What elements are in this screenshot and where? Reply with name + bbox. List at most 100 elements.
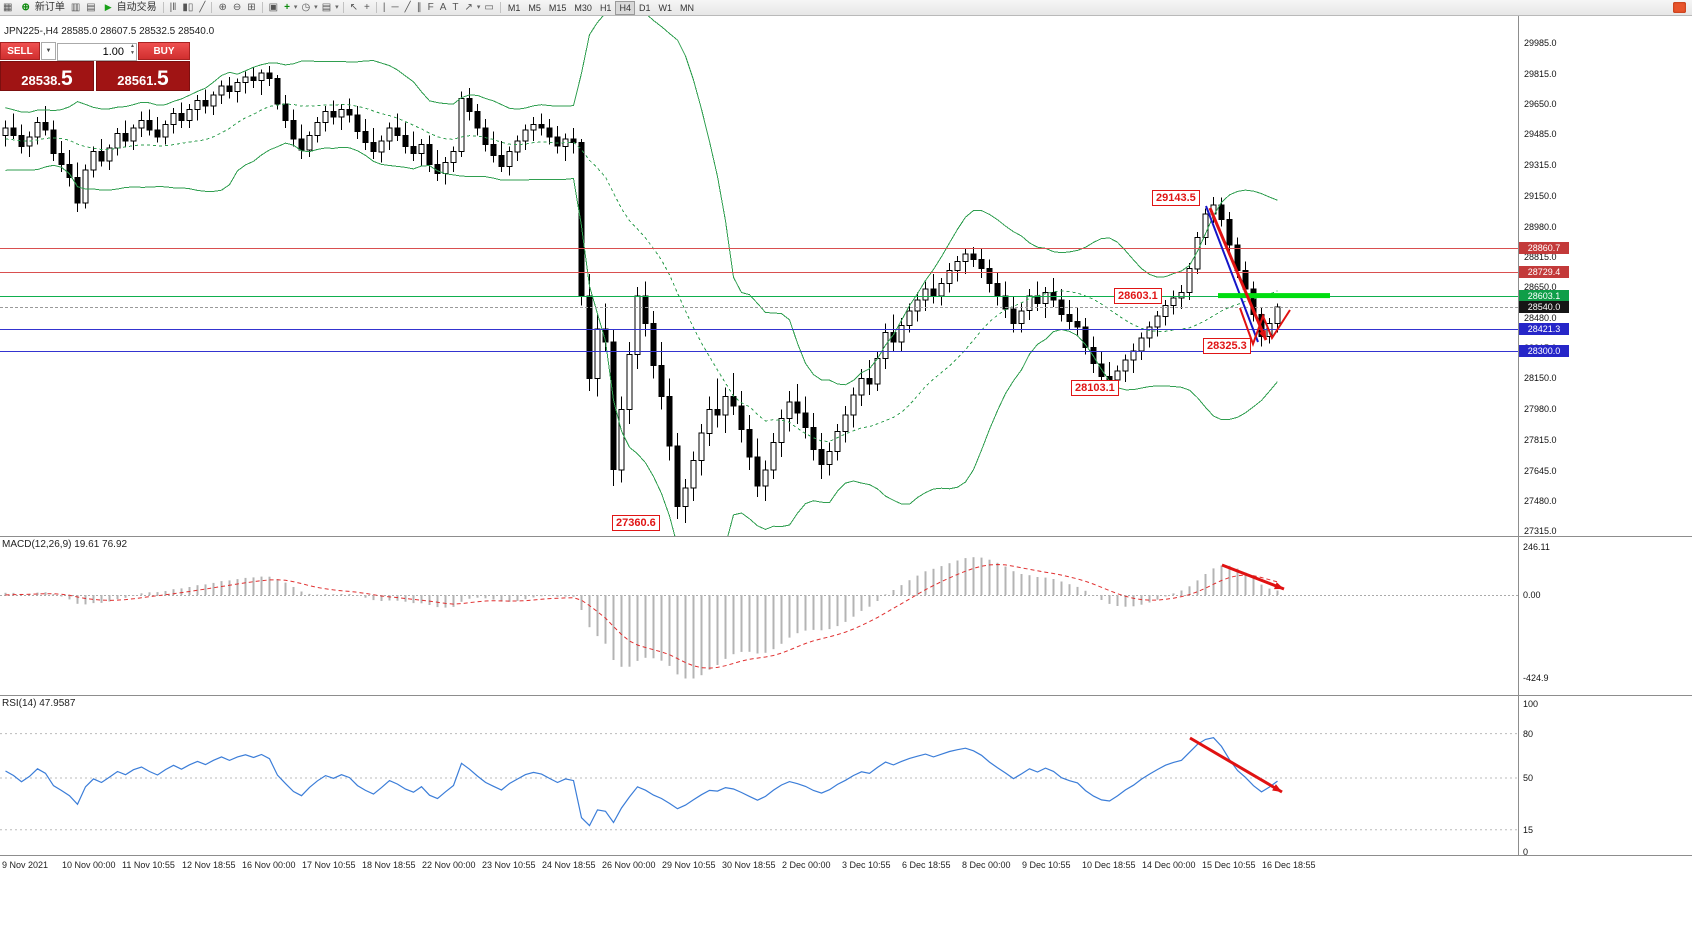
drawings-canvas[interactable] (0, 16, 1518, 536)
volume-field-wrap: ▲▼ (57, 42, 137, 61)
volume-stepper[interactable]: ▲ ▼ (130, 43, 135, 57)
volume-input[interactable] (57, 43, 137, 61)
price-annotation[interactable]: 28325.3 (1203, 338, 1251, 354)
sell-button[interactable]: SELL (0, 42, 40, 60)
time-axis-label: 26 Nov 00:00 (602, 860, 656, 870)
buy-button[interactable]: BUY (138, 42, 190, 60)
trendline-icon[interactable]: ╱ (404, 2, 411, 13)
line-chart-icon[interactable]: ╱ (199, 2, 206, 13)
time-axis[interactable]: 9 Nov 2021 10 Nov 00:00 11 Nov 10:55 12 Nov… (0, 855, 1692, 879)
buy-price-main: 28561. (117, 73, 158, 88)
timeframe-D1[interactable]: D1 (635, 1, 655, 15)
zoom-out-icon[interactable]: ⊖ (232, 2, 242, 13)
chevron-down-icon[interactable]: ▾ (293, 4, 298, 11)
chevron-down-icon[interactable]: ▾ (314, 4, 318, 11)
price-level-line[interactable] (0, 272, 1518, 274)
candlestick-chart-icon[interactable]: ▮▯ (182, 2, 194, 13)
toolbar-separator (375, 2, 377, 13)
shapes-tool-icon[interactable]: ▭ (484, 2, 494, 13)
timeframe-M5[interactable]: M5 (524, 1, 545, 15)
new-chart-icon[interactable]: ▣ (268, 2, 279, 13)
timeframe-H1[interactable]: H1 (596, 1, 616, 15)
price-scale-label: 29985.0 (1524, 38, 1557, 48)
label-tool-icon[interactable]: T (452, 2, 459, 13)
chevron-down-icon[interactable]: ▾ (335, 4, 339, 11)
chevron-down-icon[interactable]: ▾ (476, 4, 481, 11)
price-scale-label: 28150.0 (1524, 373, 1557, 384)
price-level-line[interactable] (0, 295, 1518, 297)
price-level-tag[interactable]: 28603.1 (1519, 289, 1569, 302)
price-annotation[interactable]: 29143.5 (1152, 190, 1200, 206)
time-axis-label: 30 Nov 18:55 (722, 860, 776, 870)
price-chart-panel[interactable]: JPN225-,H4 28585.0 28607.5 28532.5 28540… (0, 16, 1692, 536)
cursor-icon[interactable]: ↖ (349, 2, 359, 13)
zoom-in-icon[interactable]: ⊕ (218, 2, 227, 13)
toolbar-separator (261, 2, 263, 13)
rsi-panel[interactable]: RSI(14) 47.9587 100 80 50 15 0 (0, 695, 1692, 857)
periods-icon[interactable]: ◷ (301, 2, 311, 13)
macd-scale-label: 0.00 (1523, 590, 1541, 600)
text-tool-icon[interactable]: A (439, 2, 447, 13)
indicators-add-icon[interactable]: + (284, 2, 290, 13)
app-badge-icon[interactable] (1673, 2, 1686, 13)
price-level-line[interactable] (0, 350, 1518, 352)
time-axis-label: 24 Nov 18:55 (542, 860, 596, 870)
buy-price-display[interactable]: 28561. 5 (96, 61, 190, 91)
candlestick-canvas[interactable] (0, 16, 1518, 536)
bar-chart-icon[interactable]: |‖ (169, 2, 177, 13)
new-order-button[interactable]: ⊕ 新订单 (15, 0, 67, 15)
tile-windows-icon[interactable]: ⊞ (247, 2, 256, 13)
price-level-line[interactable] (0, 328, 1518, 330)
chart-workspace: JPN225-,H4 28585.0 28607.5 28532.5 28540… (0, 16, 1692, 940)
timeframe-M1[interactable]: M1 (504, 1, 525, 15)
stepper-down-icon[interactable]: ▼ (130, 50, 135, 56)
rsi-scale-label: 80 (1523, 728, 1534, 739)
timeframe-W1[interactable]: W1 (654, 1, 676, 15)
time-axis-label: 12 Nov 18:55 (182, 860, 236, 870)
vertical-line-icon[interactable]: | (382, 2, 386, 13)
toolbar-separator (162, 2, 164, 13)
toolbar-separator (499, 2, 501, 13)
sell-price-display[interactable]: 28538. 5 (0, 61, 94, 91)
volume-dropdown-icon[interactable]: ▼ (41, 42, 56, 60)
profiles-icon[interactable]: ▤ (86, 2, 96, 13)
timeframe-M30[interactable]: M30 (570, 1, 596, 15)
window-cascade-icon[interactable]: ▥ (70, 2, 81, 13)
stepper-up-icon[interactable]: ▲ (130, 43, 135, 49)
price-level-tag[interactable]: 28421.3 (1519, 322, 1569, 335)
price-scale-label: 27980.0 (1524, 404, 1557, 415)
new-order-icon: ⊕ (21, 2, 30, 13)
trade-panel-prices: 28538. 5 28561. 5 (0, 61, 190, 91)
price-annotation[interactable]: 28103.1 (1071, 380, 1119, 396)
channel-icon[interactable]: ∥ (416, 2, 422, 13)
horizontal-line-icon[interactable]: ─ (391, 2, 399, 13)
price-annotation[interactable]: 28603.1 (1114, 288, 1162, 304)
time-axis-label: 16 Dec 18:55 (1262, 860, 1316, 870)
price-annotation[interactable]: 27360.6 (612, 515, 660, 531)
price-level-tag[interactable]: 28540.0 (1519, 301, 1569, 314)
templates-icon[interactable]: ▤ (321, 2, 332, 13)
time-axis-label: 14 Dec 00:00 (1142, 860, 1196, 870)
timeframe-H4[interactable]: H4 (615, 0, 635, 15)
chart-window-icon[interactable]: ▦ (3, 2, 13, 13)
auto-trading-button[interactable]: ▶ 自动交易 (99, 0, 160, 15)
price-level-tag[interactable]: 28860.7 (1519, 242, 1569, 255)
price-level-line[interactable] (0, 248, 1518, 250)
macd-canvas[interactable] (0, 537, 1518, 695)
fibonacci-icon[interactable]: F (427, 2, 434, 13)
chart-title: JPN225-,H4 28585.0 28607.5 28532.5 28540… (4, 26, 215, 37)
arrows-tool-icon[interactable]: ↗ (464, 2, 473, 13)
price-level-tag[interactable]: 28729.4 (1519, 266, 1569, 279)
timeframe-M15[interactable]: M15 (545, 1, 571, 15)
rsi-scale-label: 100 (1523, 699, 1539, 709)
crosshair-icon[interactable]: + (364, 2, 370, 13)
rsi-canvas[interactable] (0, 696, 1518, 855)
macd-panel[interactable]: MACD(12,26,9) 19.61 76.92 246.11 0.00 -424… (0, 536, 1692, 695)
time-axis-label: 11 Nov 10:55 (122, 860, 175, 870)
price-level-tag[interactable]: 28300.0 (1519, 344, 1569, 357)
timeframe-toolbar: M1 M5 M15 M30 H1 H4 D1 W1 MN (504, 0, 698, 15)
price-level-line[interactable] (0, 307, 1518, 309)
timeframe-MN[interactable]: MN (676, 1, 698, 15)
rsi-scale-label: 15 (1523, 824, 1534, 835)
